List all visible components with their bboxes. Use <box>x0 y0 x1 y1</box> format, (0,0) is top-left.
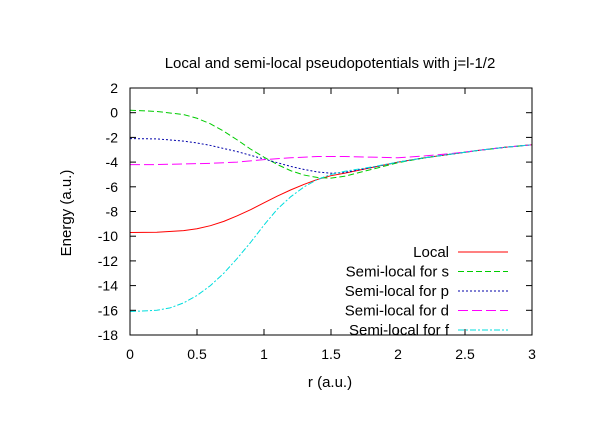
y-tick-label: -2 <box>106 129 119 145</box>
y-tick-label: -14 <box>98 278 118 294</box>
x-tick-label: 0.5 <box>187 346 207 362</box>
y-tick-label: -8 <box>106 204 119 220</box>
x-tick-label: 2 <box>394 346 402 362</box>
y-tick-label: -6 <box>106 179 119 195</box>
x-tick-label: 0 <box>126 346 134 362</box>
x-axis-title: r (a.u.) <box>308 374 352 391</box>
y-tick-label: -18 <box>98 327 118 343</box>
y-tick-label: 2 <box>110 80 118 96</box>
legend-label-4: Semi-local for f <box>349 322 450 339</box>
x-tick-label: 3 <box>528 346 536 362</box>
x-tick-label: 2.5 <box>455 346 475 362</box>
legend-label-2: Semi-local for p <box>345 283 449 300</box>
y-tick-label: -12 <box>98 253 118 269</box>
x-tick-label: 1.5 <box>321 346 341 362</box>
chart-title: Local and semi-local pseudopotentials wi… <box>165 55 496 72</box>
legend-label-1: Semi-local for s <box>346 264 449 281</box>
series-line-3 <box>130 144 533 166</box>
y-tick-label: -16 <box>98 302 118 318</box>
legend: Local Semi-local for s Semi-local for p Sem… <box>345 244 508 339</box>
plot-frame <box>129 87 533 336</box>
legend-label-0: Local <box>413 244 449 261</box>
y-axis-title: Energy (a.u.) <box>58 170 75 257</box>
y-tick-label: -4 <box>106 154 119 170</box>
series-layer <box>129 109 533 313</box>
ticks-layer: 0 0.5 1 1.5 2 2.5 3 -18 -16 -14 -12 -10 -8 -6 -4 -2 0 2 <box>98 80 536 362</box>
y-tick-label: 0 <box>110 105 118 121</box>
x-tick-label: 1 <box>260 346 268 362</box>
legend-label-3: Semi-local for d <box>345 303 449 320</box>
series-line-4 <box>129 144 533 313</box>
y-tick-label: -10 <box>98 228 118 244</box>
